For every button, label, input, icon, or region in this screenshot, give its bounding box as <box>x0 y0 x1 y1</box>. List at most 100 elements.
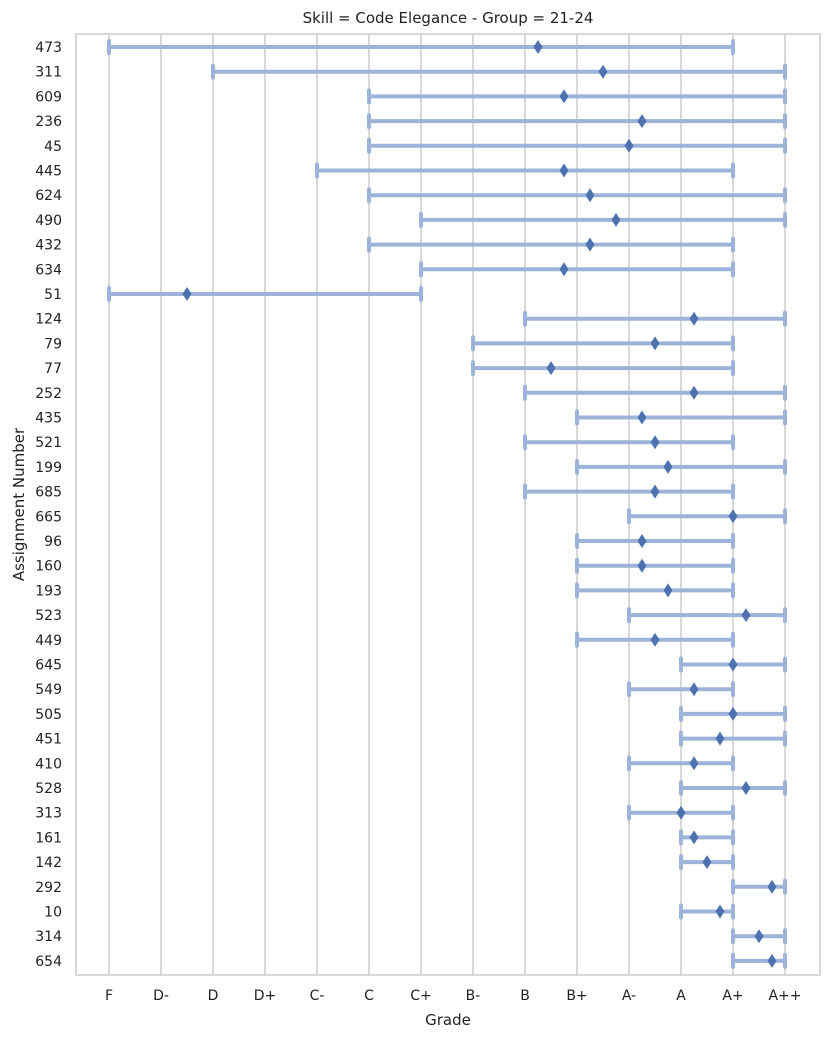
y-tick-label: 311 <box>35 65 62 81</box>
y-tick-label: 236 <box>35 114 62 130</box>
range-row <box>523 384 787 401</box>
range-row <box>367 236 735 253</box>
y-tick-label: 45 <box>44 139 62 155</box>
x-tick-label: A++ <box>768 988 801 1004</box>
mean-marker <box>650 435 660 450</box>
range-row <box>679 780 787 796</box>
y-axis-label: Assignment Number <box>10 427 28 581</box>
y-tick-label: 314 <box>35 929 62 945</box>
y-tick-label: 410 <box>35 756 62 772</box>
mean-marker <box>182 287 192 301</box>
mean-marker <box>585 188 595 203</box>
y-tick-label: 645 <box>35 658 62 674</box>
x-tick-label: D+ <box>254 988 277 1004</box>
range-row <box>679 656 787 673</box>
range-row <box>575 458 787 475</box>
range-row <box>419 261 735 278</box>
mean-marker <box>728 509 738 524</box>
x-tick-label: B- <box>466 988 481 1004</box>
range-row <box>627 681 735 698</box>
range-row <box>107 39 735 55</box>
mean-marker <box>650 484 660 499</box>
mean-marker <box>741 608 751 623</box>
y-tick-label: 124 <box>35 312 62 328</box>
range-row <box>523 434 735 451</box>
range-row <box>627 607 787 624</box>
y-tick-label: 51 <box>44 287 62 303</box>
range-row <box>679 705 787 722</box>
mean-marker <box>637 114 647 129</box>
range-row <box>107 286 423 302</box>
y-tick-label: 10 <box>44 905 62 921</box>
x-tick-label: A+ <box>722 988 743 1004</box>
y-tick-label: 161 <box>35 830 62 846</box>
mean-marker <box>663 583 673 598</box>
mean-marker <box>689 311 699 326</box>
range-row <box>367 88 787 105</box>
y-tick-label: 490 <box>35 213 62 229</box>
mean-marker <box>689 830 699 845</box>
range-row <box>679 854 735 871</box>
x-tick-label: A- <box>622 988 636 1004</box>
mean-marker <box>689 682 699 697</box>
mean-marker <box>702 855 712 870</box>
range-row <box>575 557 735 574</box>
mean-marker <box>728 657 738 672</box>
x-tick-label: D- <box>153 988 169 1004</box>
mean-marker <box>611 212 621 227</box>
y-tick-label: 685 <box>35 485 62 501</box>
range-row <box>575 582 735 599</box>
x-tick-label: D <box>208 988 219 1004</box>
y-tick-label: 160 <box>35 559 62 575</box>
plot-frame <box>75 33 821 976</box>
range-row <box>367 113 787 130</box>
x-axis-label: Grade <box>425 1011 471 1029</box>
range-row <box>731 928 787 945</box>
range-row <box>679 730 787 747</box>
range-row <box>523 310 787 327</box>
y-tick-label: 654 <box>35 954 62 970</box>
mean-marker <box>650 632 660 647</box>
mean-marker <box>637 410 647 425</box>
y-tick-label: 665 <box>35 509 62 525</box>
y-tick-label: 435 <box>35 411 62 427</box>
mean-marker <box>689 756 699 771</box>
y-tick-label: 609 <box>35 89 62 105</box>
range-row <box>523 483 735 500</box>
y-tick-label: 634 <box>35 262 62 278</box>
range-row <box>419 211 787 228</box>
x-tick-label: A <box>676 988 686 1004</box>
y-tick-label: 313 <box>35 806 62 822</box>
mean-marker <box>728 706 738 721</box>
grid-lines <box>108 34 786 975</box>
mean-marker <box>533 40 543 54</box>
y-tick-label: 77 <box>44 361 62 377</box>
range-row <box>731 878 787 895</box>
y-tick-label: 449 <box>35 633 62 649</box>
mean-marker <box>715 731 725 746</box>
y-tick-label: 473 <box>35 40 62 56</box>
y-tick-label: 142 <box>35 855 62 871</box>
range-row <box>211 63 787 80</box>
mean-marker <box>598 64 608 79</box>
mean-marker <box>663 459 673 474</box>
range-row <box>627 755 735 772</box>
range-row <box>471 335 735 352</box>
mean-marker <box>559 262 569 277</box>
mean-marker <box>559 89 569 104</box>
y-tick-label: 624 <box>35 188 62 204</box>
y-tick-label: 523 <box>35 608 62 624</box>
range-row <box>627 508 787 525</box>
range-row <box>575 631 735 648</box>
x-tick-label: B+ <box>566 988 587 1004</box>
y-tick-label: 199 <box>35 460 62 476</box>
range-row <box>679 829 735 846</box>
range-row <box>575 409 787 426</box>
chart-title: Skill = Code Elegance - Group = 21-24 <box>303 9 594 27</box>
x-tick-label: F <box>105 988 113 1004</box>
x-tick-label: C+ <box>410 988 432 1004</box>
mean-marker <box>637 534 647 548</box>
range-row <box>315 162 735 179</box>
mean-marker <box>650 336 660 351</box>
y-tick-label: 521 <box>35 435 62 451</box>
